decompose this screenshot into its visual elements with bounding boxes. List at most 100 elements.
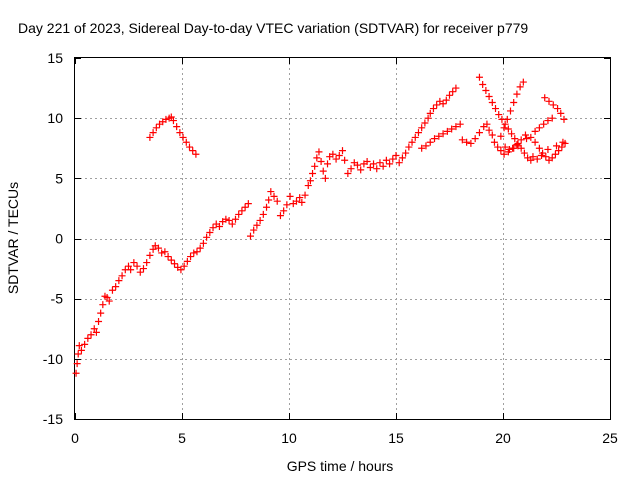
data-point — [146, 133, 154, 141]
data-point — [382, 156, 390, 164]
data-point — [510, 99, 518, 107]
data-point — [206, 228, 214, 236]
x-tick-label: 25 — [602, 430, 618, 446]
data-point — [267, 188, 275, 196]
data-point — [180, 262, 188, 270]
data-point — [222, 215, 230, 223]
data-point — [439, 130, 447, 138]
data-point — [283, 201, 291, 209]
data-point — [488, 131, 496, 139]
data-point — [422, 142, 430, 150]
data-point — [164, 253, 172, 261]
data-point — [370, 160, 378, 168]
x-tick-label: 5 — [178, 430, 186, 446]
data-point — [533, 155, 541, 163]
data-point — [125, 262, 132, 270]
data-point — [177, 266, 185, 274]
data-point — [103, 293, 111, 301]
data-point — [379, 162, 387, 170]
data-point — [483, 120, 491, 128]
data-point — [431, 135, 439, 143]
data-point — [523, 135, 531, 143]
data-point — [130, 259, 138, 267]
data-point — [542, 153, 550, 161]
data-point — [402, 149, 410, 157]
data-point — [344, 170, 352, 178]
data-point — [158, 249, 166, 257]
data-point — [531, 127, 539, 135]
data-point — [203, 233, 211, 241]
data-point — [179, 133, 187, 141]
data-point — [511, 135, 519, 143]
data-point — [414, 129, 422, 137]
y-tick-label: -5 — [51, 291, 64, 307]
data-point — [500, 150, 508, 158]
data-point — [548, 114, 556, 122]
data-point — [531, 138, 539, 146]
data-point — [276, 212, 284, 220]
data-point — [535, 144, 543, 152]
data-point — [72, 369, 80, 377]
data-point — [196, 244, 204, 252]
data-point — [535, 124, 543, 132]
data-point — [488, 99, 496, 107]
data-point — [373, 165, 381, 173]
series-segment-4h — [146, 113, 200, 158]
data-point — [92, 328, 100, 336]
data-point — [471, 135, 479, 143]
data-point — [329, 150, 337, 158]
data-point — [544, 145, 552, 153]
data-point — [306, 177, 314, 185]
data-point — [335, 151, 343, 159]
x-axis-label: GPS time / hours — [287, 458, 394, 474]
data-point — [280, 207, 288, 215]
data-point — [479, 80, 487, 88]
data-point — [495, 111, 503, 119]
data-point — [199, 239, 207, 247]
y-tick-label: -10 — [43, 351, 63, 367]
data-point — [176, 129, 184, 137]
data-point — [341, 156, 349, 164]
data-point — [301, 191, 309, 199]
data-point — [559, 138, 567, 146]
data-point — [309, 170, 317, 178]
data-point — [554, 105, 562, 113]
data-point — [190, 249, 198, 257]
data-point — [501, 143, 509, 151]
data-point — [241, 203, 249, 211]
data-point — [497, 147, 505, 155]
data-point — [99, 301, 107, 309]
data-point — [475, 73, 483, 81]
data-point — [347, 165, 355, 173]
data-point — [418, 124, 426, 132]
data-point — [185, 143, 193, 151]
data-point — [482, 86, 490, 94]
data-point — [253, 221, 261, 229]
series-segment-18-23h — [458, 73, 569, 164]
data-point — [505, 145, 513, 153]
data-point — [311, 162, 319, 170]
plot-frame — [74, 57, 611, 420]
data-point — [192, 150, 200, 158]
data-point — [467, 139, 475, 147]
data-point — [118, 272, 126, 280]
data-point — [426, 138, 434, 146]
data-point — [339, 147, 346, 155]
data-point — [490, 138, 498, 146]
axis-ticks — [75, 58, 611, 420]
data-point — [149, 129, 157, 137]
data-point — [508, 130, 516, 138]
data-point — [551, 150, 559, 158]
data-point — [270, 192, 278, 200]
data-points — [72, 73, 569, 377]
data-point — [313, 154, 321, 162]
data-point — [463, 138, 471, 146]
data-point — [189, 147, 197, 155]
data-point — [139, 265, 147, 273]
data-point — [506, 107, 514, 115]
data-point — [433, 101, 441, 109]
data-point — [228, 220, 236, 228]
data-point — [167, 113, 175, 121]
data-point — [548, 154, 556, 162]
